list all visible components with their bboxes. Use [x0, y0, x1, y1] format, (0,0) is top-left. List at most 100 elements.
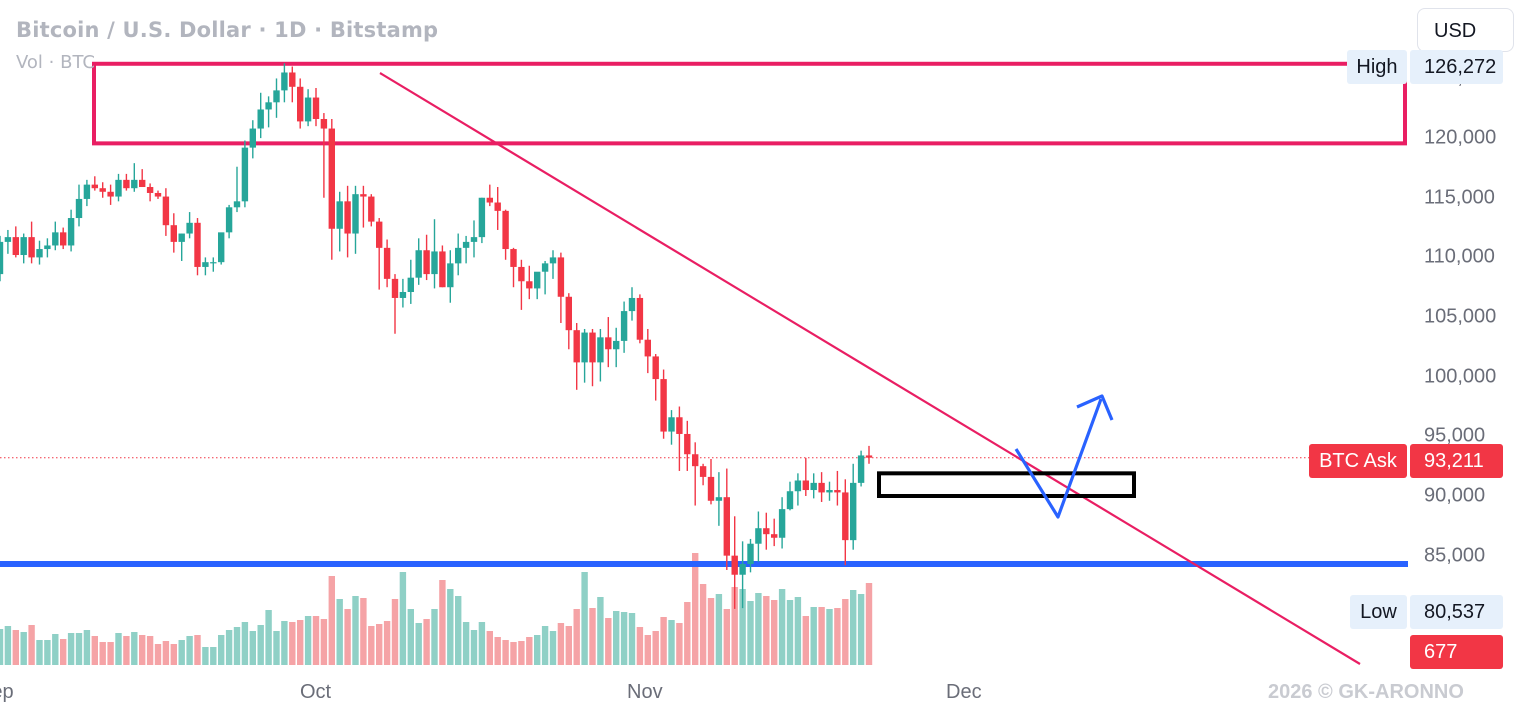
candle-body [210, 262, 217, 264]
candle-body [383, 247, 391, 279]
candle-body [470, 237, 478, 242]
volume-bar [510, 642, 517, 665]
candle-body [865, 455, 873, 458]
volume-bar [170, 644, 177, 665]
volume-bar [818, 607, 825, 665]
candle-body [510, 249, 517, 267]
candle-body [415, 250, 422, 278]
candle-body [636, 297, 644, 340]
volume-bar [328, 576, 335, 665]
volume-bar [865, 583, 873, 665]
volume-bar [707, 598, 715, 665]
high-tag-value: 126,272 [1410, 50, 1503, 84]
volume-bar [83, 630, 91, 665]
candle-body [771, 534, 778, 538]
candles [0, 63, 873, 609]
candle-body [826, 490, 833, 493]
candle-body [376, 221, 383, 248]
volume-bar [75, 633, 83, 665]
price-tick-label: 90,000 [1424, 484, 1486, 507]
candle-body [344, 201, 351, 234]
volume-bar [455, 596, 462, 665]
candle-body [692, 454, 699, 467]
candle-body [360, 194, 367, 197]
time-tick-label: Oct [300, 681, 332, 703]
candle-body [447, 263, 454, 288]
volume-bar [439, 580, 446, 665]
watermark: 2026 © GK-ARONNO [1268, 681, 1464, 703]
candle-body [241, 147, 249, 202]
candle-body [146, 187, 154, 193]
volume-bar [383, 621, 391, 665]
volume-bar [715, 594, 723, 665]
candle-body [613, 340, 620, 350]
volume-bar [842, 599, 849, 665]
volume-bar [115, 633, 122, 665]
volume-bar [312, 616, 320, 665]
volume-bar [794, 597, 802, 665]
volume-bar [597, 597, 604, 665]
candle-body [194, 222, 201, 267]
candle-body [312, 97, 320, 120]
volume-label: Vol · BTC [16, 52, 95, 73]
candle-body [439, 251, 446, 288]
price-tick-label: 100,000 [1424, 365, 1497, 388]
candle-body [581, 332, 588, 363]
ask-tag-value: 93,211 [1410, 444, 1503, 478]
candle-body [28, 237, 35, 258]
volume-bar [699, 584, 707, 665]
candle-body [747, 543, 754, 564]
volume-bar [265, 610, 272, 665]
candle-body [557, 257, 565, 297]
volume-bar [684, 602, 691, 665]
volume-bar [123, 636, 130, 665]
volume-bar [644, 635, 651, 665]
volume-bar [336, 599, 343, 665]
volume-bar [91, 636, 98, 665]
candle-body [336, 201, 343, 229]
candle-body [549, 257, 557, 264]
candle-body [352, 194, 359, 234]
candle-body [281, 72, 288, 91]
volume-bar [225, 630, 233, 665]
overlay-back [0, 61, 1408, 567]
candle-body [431, 251, 438, 275]
candle-body [0, 241, 4, 275]
candle-body [810, 482, 817, 491]
candle-body [652, 356, 659, 380]
volume-bar [676, 623, 683, 665]
volume-bar [146, 636, 154, 665]
candle-body [684, 433, 691, 455]
volume-bar [668, 620, 675, 665]
price-tick-label: 110,000 [1424, 245, 1495, 268]
volume-bar [241, 622, 249, 665]
candle-body [778, 509, 786, 538]
candle-body [131, 179, 138, 189]
candle-body [834, 490, 841, 493]
volume-bar [194, 635, 201, 665]
candle-body [257, 109, 264, 129]
resistance-zone [92, 61, 1407, 146]
candle-body [842, 492, 849, 541]
volume-bar [810, 607, 817, 665]
volume-bar [44, 640, 51, 665]
currency-button[interactable]: USD [1417, 8, 1514, 52]
candle-body [755, 528, 762, 544]
volume-bar [344, 609, 351, 665]
candle-body [715, 497, 723, 501]
candle-body [12, 237, 19, 256]
volume-bar [139, 635, 146, 665]
candle-body [707, 476, 715, 501]
volume-bar [549, 631, 557, 665]
time-tick-label: Nov [627, 681, 663, 703]
volume-bar [723, 609, 730, 665]
price-tick-label: 115,000 [1424, 186, 1495, 209]
candle-body [699, 466, 707, 477]
candle-body [52, 232, 59, 246]
volume-bar [178, 640, 185, 665]
volume-bar [360, 598, 367, 665]
candle-body [455, 247, 462, 264]
chart-title: Bitcoin / U.S. Dollar · 1D · Bitstamp [16, 18, 439, 42]
downtrend-line [379, 72, 1361, 665]
